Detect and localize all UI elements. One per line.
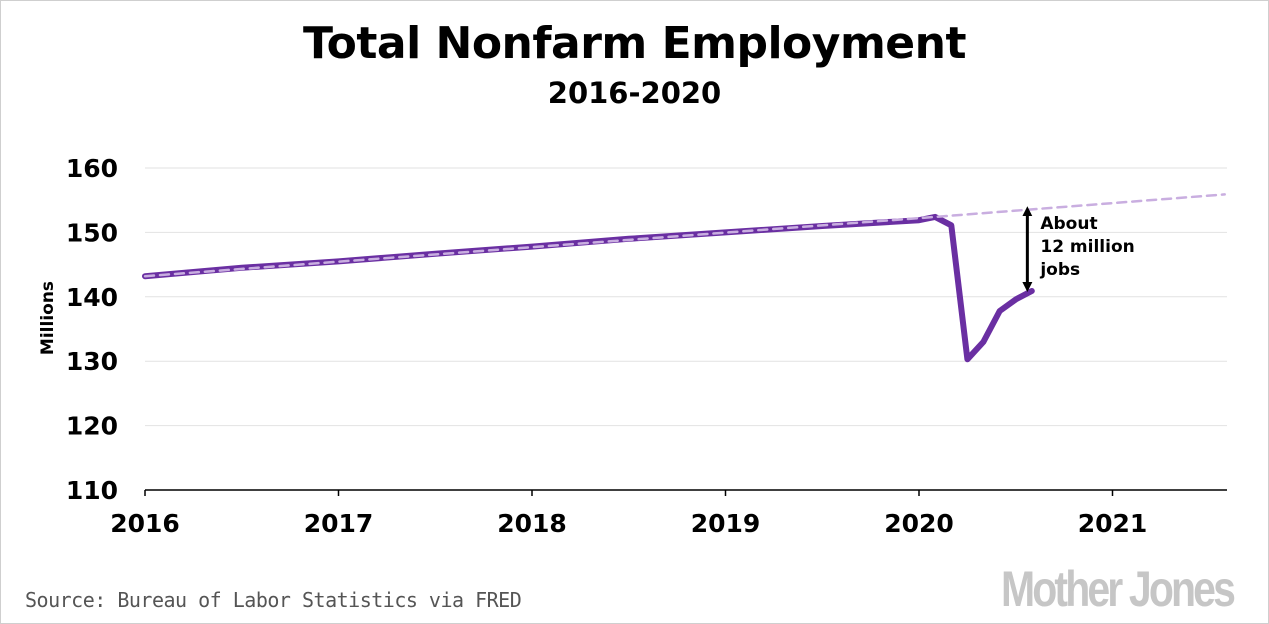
chart-title: Total Nonfarm Employment [302, 18, 967, 69]
x-tick-label-2018: 2018 [497, 509, 567, 538]
source-note: Source: Bureau of Labor Statistics via F… [25, 588, 522, 612]
x-tick-label-2016: 2016 [110, 509, 180, 538]
x-tick-label-2021: 2021 [1078, 509, 1148, 538]
series-lines [142, 193, 1226, 363]
mother-jones-logo: Mother Jones [1000, 561, 1236, 617]
employment-line [142, 213, 1035, 363]
annotation-text-line: About [1040, 214, 1097, 234]
annotation: About 12 million jobs [1022, 206, 1135, 293]
chart-subtitle: 2016-2020 [547, 76, 722, 110]
y-tick-label-150: 150 [66, 218, 118, 247]
x-tick-label-2017: 2017 [304, 509, 374, 538]
y-axis-ticks: 110 120 130 140 150 160 [66, 154, 118, 505]
x-tick-label-2020: 2020 [884, 509, 954, 538]
y-tick-label-110: 110 [66, 476, 118, 505]
x-tick-label-2019: 2019 [691, 509, 761, 538]
x-axis-ticks: 2016 2017 2018 2019 2020 2021 [110, 490, 1147, 538]
y-tick-label-160: 160 [66, 154, 118, 183]
trend-line-dashed [143, 193, 1226, 278]
y-tick-label-130: 130 [66, 347, 118, 376]
annotation-text-line: jobs [1039, 260, 1080, 280]
y-tick-label-140: 140 [66, 283, 118, 312]
y-tick-label-120: 120 [66, 412, 118, 441]
grid-lines [145, 167, 1227, 427]
annotation-text-line: 12 million [1040, 237, 1134, 257]
